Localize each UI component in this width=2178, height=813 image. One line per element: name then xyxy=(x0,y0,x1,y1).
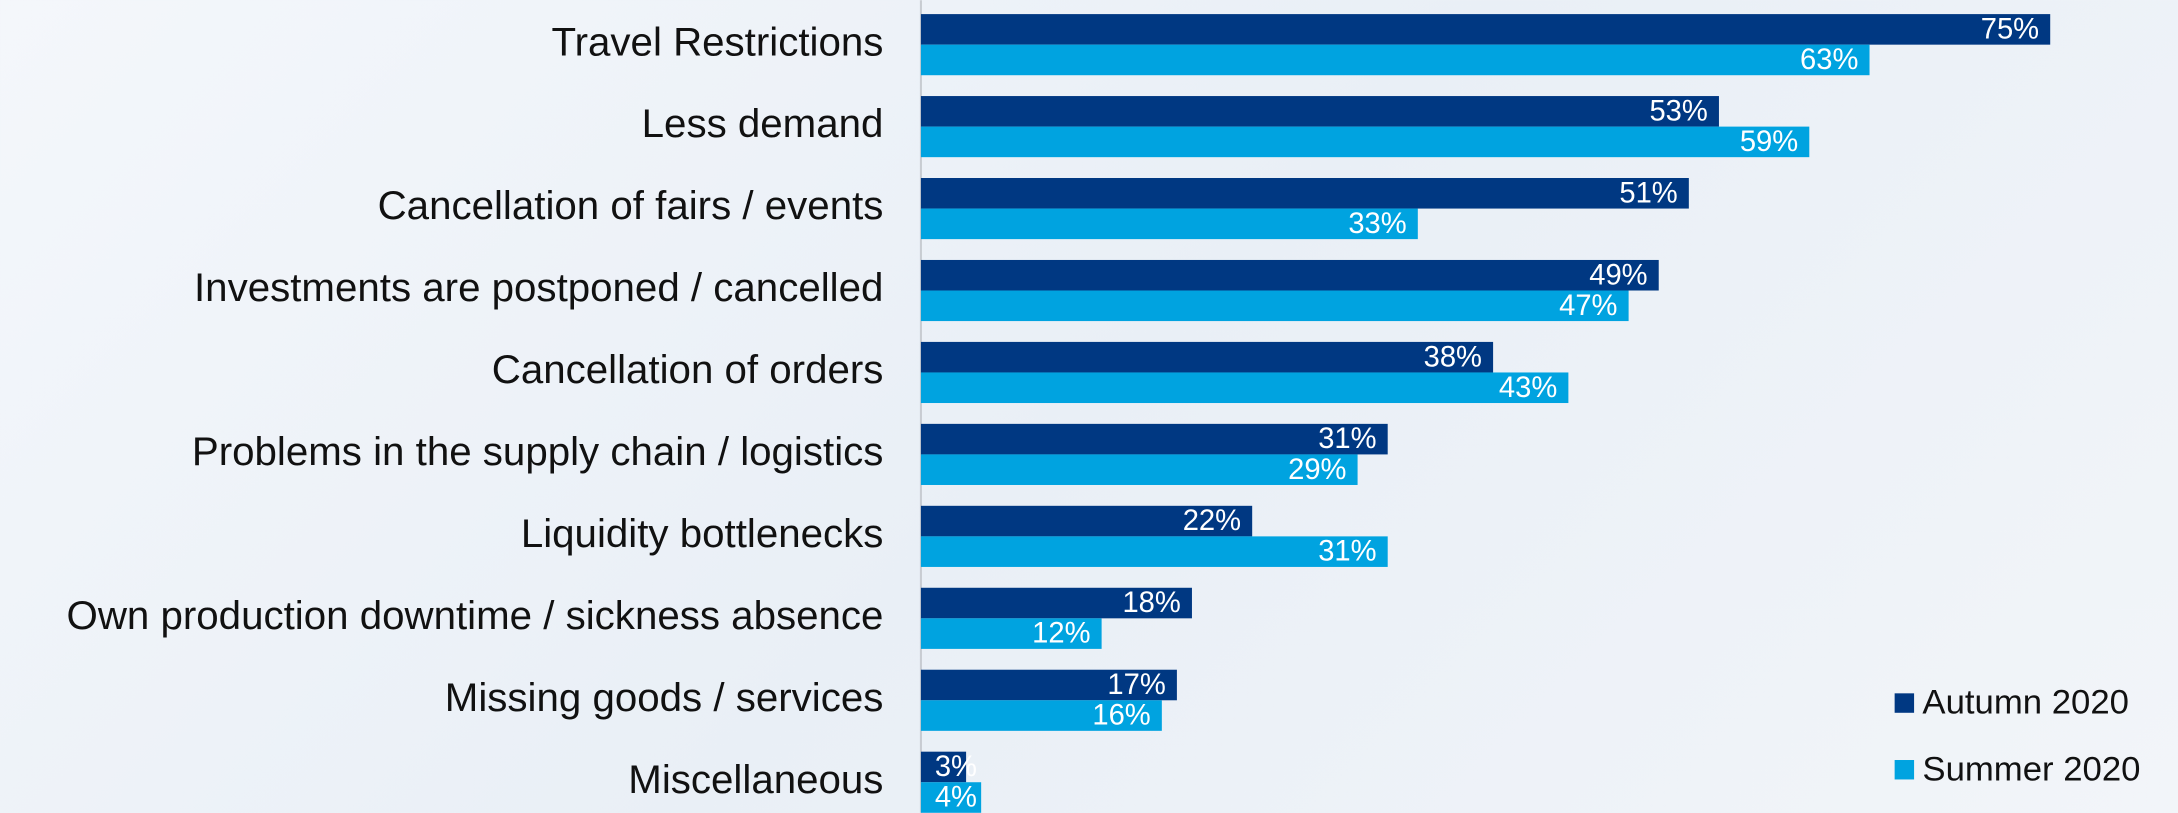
bar xyxy=(920,96,1719,127)
value-label: 16% xyxy=(1092,700,1150,732)
bar xyxy=(920,423,1388,455)
bar xyxy=(920,372,1569,404)
value-label: 38% xyxy=(1424,341,1482,373)
bar xyxy=(920,259,1659,291)
bar xyxy=(920,341,1494,373)
legend-label: Summer 2020 xyxy=(1922,750,2140,788)
bar xyxy=(920,587,1192,619)
value-label: 17% xyxy=(1107,669,1165,701)
value-label: 63% xyxy=(1800,44,1858,76)
bar xyxy=(920,290,1629,322)
category-label: Investments are postponed / cancelled xyxy=(194,265,883,310)
bar xyxy=(920,669,1177,701)
value-label: 75% xyxy=(1981,13,2039,45)
value-label: 33% xyxy=(1348,208,1406,240)
category-label: Missing goods / services xyxy=(445,675,884,720)
category-label: Liquidity bottlenecks xyxy=(521,511,884,556)
value-label: 43% xyxy=(1499,372,1557,404)
category-label: Problems in the supply chain / logistics xyxy=(192,429,884,474)
value-label: 31% xyxy=(1318,536,1376,568)
bar xyxy=(920,44,1870,76)
bar xyxy=(920,700,1162,731)
bar xyxy=(920,454,1358,485)
bar xyxy=(920,751,967,783)
category-label: Less demand xyxy=(642,101,884,146)
value-label: 31% xyxy=(1318,423,1376,455)
bar xyxy=(920,126,1810,158)
bar xyxy=(920,536,1388,567)
bar xyxy=(920,505,1253,537)
bar xyxy=(920,178,1689,209)
bar xyxy=(920,208,1418,240)
bar xyxy=(920,782,982,813)
value-label: 12% xyxy=(1032,618,1090,650)
value-label: 49% xyxy=(1589,259,1647,291)
bar xyxy=(920,14,2051,45)
value-label: 18% xyxy=(1122,587,1180,619)
category-label: Own production downtime / sickness absen… xyxy=(67,593,884,638)
category-label: Cancellation of orders xyxy=(492,347,884,392)
value-label: 22% xyxy=(1183,505,1241,537)
bar xyxy=(920,618,1102,649)
legend-swatch xyxy=(1894,693,1915,713)
value-label: 3% xyxy=(935,751,977,783)
value-label: 4% xyxy=(935,782,977,813)
value-label: 47% xyxy=(1559,290,1617,322)
category-label: Miscellaneous xyxy=(628,757,883,802)
legend-swatch xyxy=(1894,760,1915,780)
value-label: 51% xyxy=(1619,177,1677,209)
category-label: Cancellation of fairs / events xyxy=(378,183,884,228)
legend-label: Autumn 2020 xyxy=(1922,684,2129,722)
value-label: 29% xyxy=(1288,454,1346,486)
value-label: 59% xyxy=(1740,126,1798,158)
value-label: 53% xyxy=(1649,95,1707,127)
category-label: Travel Restrictions xyxy=(552,19,884,64)
